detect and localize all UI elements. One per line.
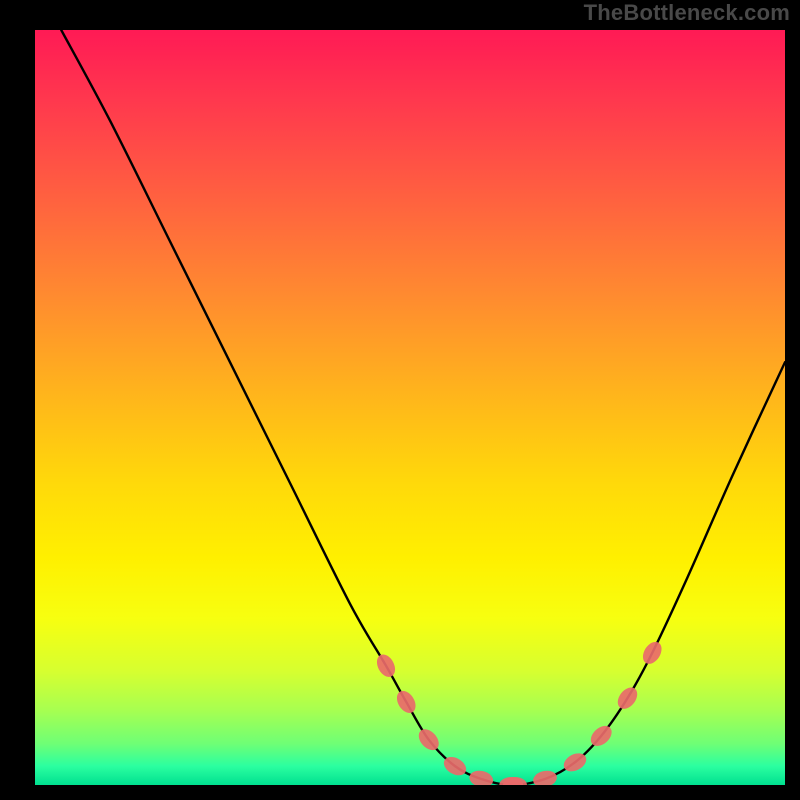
gradient-plot-area — [35, 30, 785, 785]
watermark-text: TheBottleneck.com — [584, 0, 790, 26]
chart-canvas: TheBottleneck.com — [0, 0, 800, 800]
